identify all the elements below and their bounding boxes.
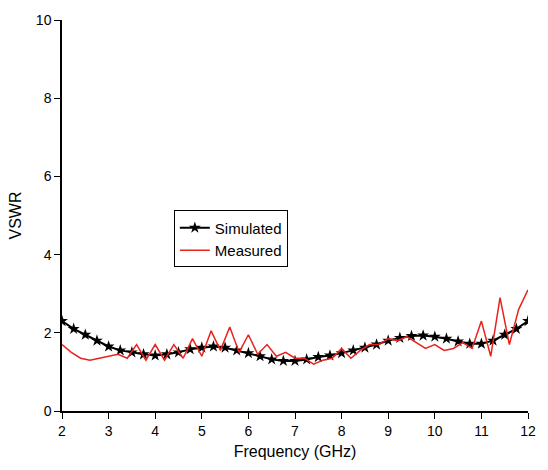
svg-text:2: 2 [44, 325, 52, 341]
svg-text:4: 4 [151, 423, 159, 439]
svg-text:5: 5 [198, 423, 206, 439]
svg-text:8: 8 [44, 90, 52, 106]
svg-text:6: 6 [245, 423, 253, 439]
svg-text:8: 8 [338, 423, 346, 439]
svg-text:2: 2 [58, 423, 66, 439]
svg-text:4: 4 [44, 247, 52, 263]
svg-text:10: 10 [36, 12, 52, 28]
svg-text:10: 10 [427, 423, 443, 439]
svg-text:9: 9 [384, 423, 392, 439]
svg-text:Simulated: Simulated [215, 220, 282, 237]
svg-text:7: 7 [291, 423, 299, 439]
svg-text:Frequency (GHz): Frequency (GHz) [234, 443, 357, 460]
svg-text:0: 0 [44, 403, 52, 419]
svg-text:6: 6 [44, 168, 52, 184]
svg-text:11: 11 [474, 423, 489, 439]
svg-text:Measured: Measured [215, 242, 282, 259]
svg-text:12: 12 [520, 423, 536, 439]
svg-text:VSWR: VSWR [7, 192, 24, 240]
svg-text:3: 3 [105, 423, 113, 439]
